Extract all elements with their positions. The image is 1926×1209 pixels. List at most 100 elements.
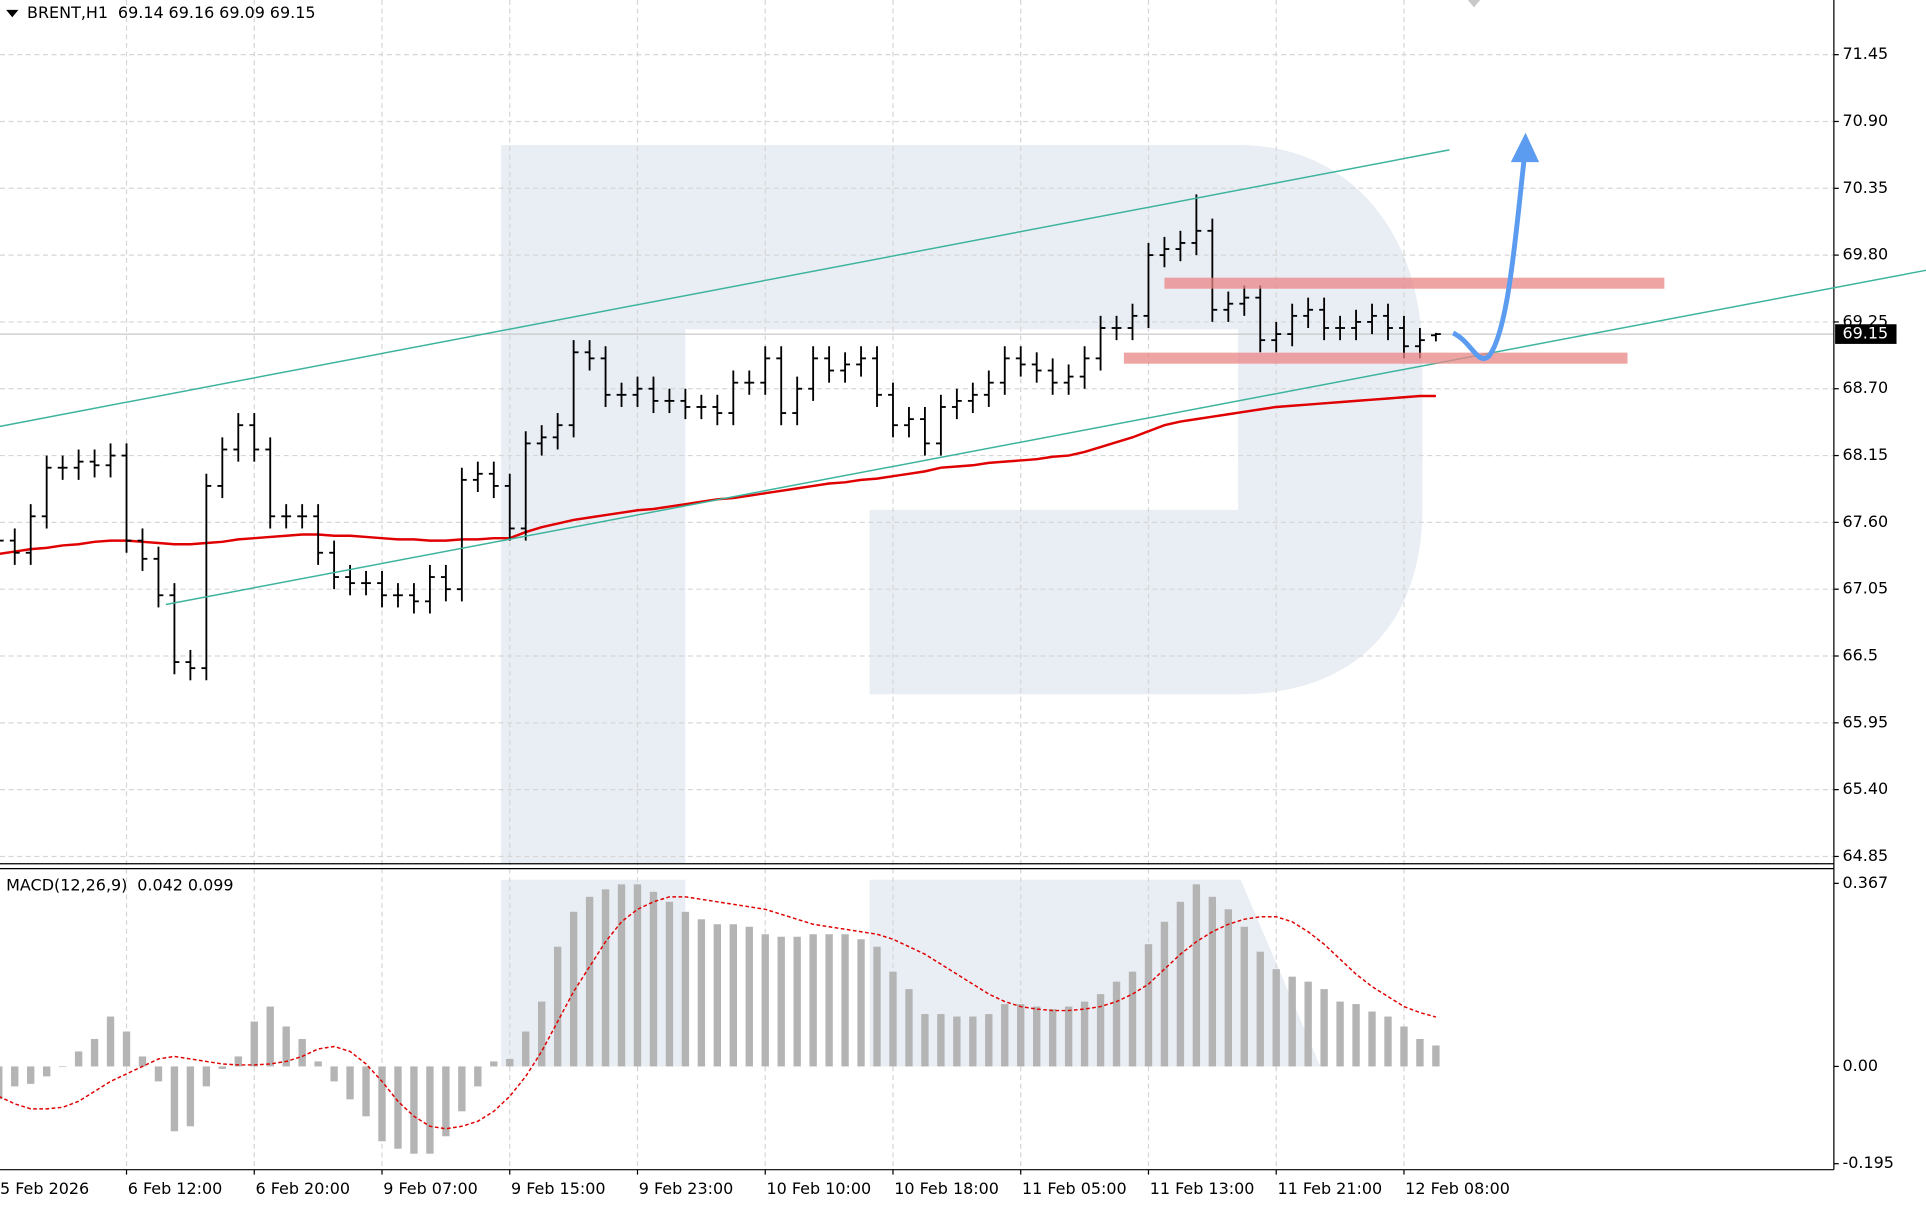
header-value: 69.14 [118,3,164,22]
y-tick-label: 67.05 [1842,579,1888,598]
histogram-bar [442,1066,450,1137]
histogram-bar [218,1066,227,1069]
histogram-bar [138,1056,147,1067]
histogram-bar [937,1014,945,1067]
histogram-bar [633,884,642,1067]
histogram-bar [106,1016,115,1067]
histogram-bar [1256,951,1264,1067]
x-tick-label: 9 Feb 15:00 [511,1179,606,1198]
histogram-bar [282,1026,290,1067]
histogram-bar [90,1038,99,1067]
y-tick-label: -0.195 [1842,1153,1893,1172]
histogram-bar [234,1056,242,1067]
histogram-bar [841,934,849,1067]
x-tick-label: 5 Feb 2026 [0,1179,89,1198]
histogram-bar [378,1066,386,1142]
histogram-bar [585,896,594,1067]
forecast-arrowhead [1510,132,1540,163]
histogram-bar [649,891,658,1067]
dropdown-icon [6,9,19,18]
x-tick-label: 11 Feb 05:00 [1022,1179,1127,1198]
histogram-bar [202,1066,211,1087]
y-tick-label: 0.367 [1842,873,1888,892]
histogram-bar [793,936,801,1067]
histogram-bar [474,1066,482,1087]
histogram-bar [74,1051,83,1067]
macd-title: MACD(12,26,9) [6,875,127,894]
histogram-bar [1208,896,1217,1067]
forecast-arrow [1451,156,1527,361]
histogram-bar [1352,1004,1360,1067]
histogram-bar [170,1066,179,1132]
support-zone [1123,352,1628,364]
channel-line [165,269,1926,606]
histogram-bar [1272,969,1280,1067]
histogram-bar [250,1021,258,1067]
grid [0,0,1834,1170]
histogram-bar [985,1014,993,1067]
histogram-bar [458,1066,466,1112]
histogram-bar [1064,1006,1073,1067]
histogram-bar [538,1001,546,1067]
marker [1467,0,1481,8]
histogram-bar [346,1066,354,1100]
annotations [0,0,1926,606]
y-tick-label: 70.35 [1842,178,1888,197]
histogram-bar [1304,981,1312,1067]
x-tick-label: 6 Feb 20:00 [255,1179,350,1198]
resistance-zone [1164,277,1665,289]
histogram-bar [1112,981,1121,1067]
histogram-bar [1080,1001,1089,1067]
y-tick-label: 70.90 [1842,111,1888,130]
histogram-bar [873,946,881,1067]
histogram-bar [569,911,578,1067]
header-value: 0.099 [188,875,234,894]
histogram-bar [825,934,833,1067]
histogram-bar [1192,884,1201,1067]
histogram-bar [522,1031,530,1067]
histogram-bar [1096,994,1105,1067]
y-tick-label: 0.00 [1842,1056,1878,1075]
histogram-bar [665,901,674,1067]
histogram-bar [1144,944,1153,1067]
current-price-label: 69.15 [1842,324,1888,343]
y-tick-label: 64.85 [1842,846,1888,865]
histogram-bar [394,1066,402,1149]
histogram-bar [314,1061,322,1067]
histogram-bar [11,1066,19,1087]
histogram-bar [953,1016,961,1067]
histogram-bar [1033,1006,1041,1067]
marks [0,194,1441,1154]
header-value: 0.042 [137,875,183,894]
y-tick-label: 71.45 [1842,44,1888,63]
histogram-bar [921,1014,929,1067]
histogram-bar [1048,1009,1057,1067]
histogram-bar [58,1066,67,1068]
x-tick-label: 11 Feb 13:00 [1150,1179,1255,1198]
histogram-bar [1224,909,1233,1067]
histogram-bar [697,919,706,1067]
header-value: 69.15 [270,3,316,22]
symbol-title: BRENT,H1 [27,3,108,22]
histogram-bar [713,924,722,1067]
histogram-bar [506,1058,514,1067]
histogram-bar [410,1066,418,1154]
y-tick-label: 66.5 [1842,646,1878,665]
histogram-bar [761,934,769,1067]
histogram-bar [1368,1011,1376,1067]
histogram-bar [809,934,817,1067]
histogram-bar [490,1061,498,1067]
histogram-bar [362,1066,370,1117]
histogram-bar [266,1006,274,1067]
histogram-bar [1128,971,1137,1067]
x-tick-label: 10 Feb 18:00 [894,1179,999,1198]
histogram-bar [1336,1001,1344,1067]
current-price-box [1835,324,1897,344]
histogram-bar [617,884,626,1067]
histogram-bar [154,1066,163,1082]
x-tick-label: 12 Feb 08:00 [1405,1179,1510,1198]
x-tick-label: 6 Feb 12:00 [128,1179,223,1198]
histogram-bar [426,1066,434,1154]
